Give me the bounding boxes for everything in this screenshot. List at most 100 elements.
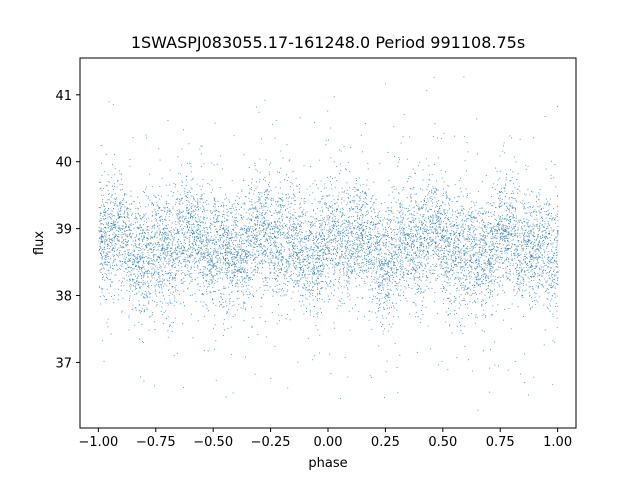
data-point (500, 218, 502, 220)
data-point (249, 277, 251, 279)
data-point (369, 284, 371, 286)
data-point (531, 226, 533, 228)
data-point (524, 193, 525, 195)
data-point (245, 232, 247, 234)
data-point (276, 213, 278, 215)
data-point (249, 228, 250, 230)
data-point (464, 239, 466, 241)
data-point (208, 263, 210, 265)
data-point (491, 295, 493, 297)
data-point (164, 298, 166, 300)
data-point (385, 278, 387, 280)
data-point (510, 192, 512, 194)
data-point (213, 250, 215, 252)
data-point (128, 267, 129, 268)
data-point (266, 239, 268, 241)
data-point (392, 238, 394, 239)
data-point (366, 194, 368, 196)
data-point (264, 177, 266, 179)
data-point (246, 227, 248, 229)
data-point (413, 262, 415, 264)
data-point (143, 266, 145, 268)
data-point (239, 248, 241, 250)
data-point (346, 226, 348, 228)
data-point (323, 187, 325, 189)
data-point (322, 211, 323, 213)
data-point (375, 272, 377, 273)
data-point (217, 200, 219, 202)
data-point (102, 215, 104, 217)
data-point (202, 274, 204, 276)
data-point (532, 211, 534, 213)
data-point (441, 237, 443, 239)
data-point (108, 245, 110, 246)
data-point (141, 252, 143, 254)
data-point (536, 265, 538, 267)
data-point (359, 269, 361, 271)
data-point (541, 283, 543, 285)
data-point (190, 195, 192, 197)
data-point (506, 245, 508, 247)
data-point (159, 159, 161, 161)
data-point (148, 204, 150, 206)
data-point (554, 341, 555, 343)
data-point (130, 254, 132, 256)
data-point (320, 272, 322, 274)
data-point (539, 205, 541, 207)
data-point (476, 282, 478, 284)
data-point (347, 264, 349, 266)
data-point (468, 260, 470, 262)
data-point (488, 254, 490, 256)
data-point (490, 262, 492, 264)
data-point (530, 259, 532, 261)
data-point (416, 230, 418, 232)
data-point (162, 221, 164, 223)
data-point (538, 248, 540, 250)
data-point (426, 201, 427, 203)
data-point (461, 248, 463, 250)
data-point (158, 227, 160, 229)
data-point (471, 224, 473, 226)
data-point (188, 230, 190, 232)
data-point (190, 211, 192, 213)
data-point (531, 285, 533, 287)
data-point (409, 136, 411, 138)
data-point (307, 280, 309, 282)
data-point (548, 292, 550, 294)
data-point (143, 236, 145, 238)
data-point (461, 300, 463, 302)
data-point (322, 263, 324, 265)
data-point (517, 245, 519, 247)
data-point (424, 255, 426, 257)
data-point (195, 220, 197, 222)
data-point (172, 244, 174, 246)
data-point (169, 184, 171, 186)
data-point (446, 257, 448, 259)
data-point (456, 216, 458, 218)
data-point (176, 254, 178, 256)
data-point (157, 242, 159, 244)
data-point (509, 197, 510, 199)
data-point (461, 220, 463, 222)
data-point (156, 214, 158, 216)
data-point (331, 239, 333, 241)
data-point (338, 277, 340, 278)
data-point (245, 272, 247, 274)
data-point (506, 252, 508, 254)
data-point (178, 203, 180, 205)
data-point (259, 240, 261, 242)
data-point (235, 254, 237, 256)
data-point (224, 198, 226, 200)
data-point (462, 230, 464, 232)
data-point (325, 223, 326, 225)
data-point (144, 310, 146, 312)
data-point (519, 283, 521, 285)
data-point (132, 261, 134, 263)
data-point (168, 262, 170, 264)
data-point (531, 277, 533, 279)
data-point (265, 159, 267, 161)
data-point (320, 234, 322, 236)
data-point (380, 282, 382, 284)
data-point (137, 213, 139, 214)
data-point (471, 211, 473, 213)
